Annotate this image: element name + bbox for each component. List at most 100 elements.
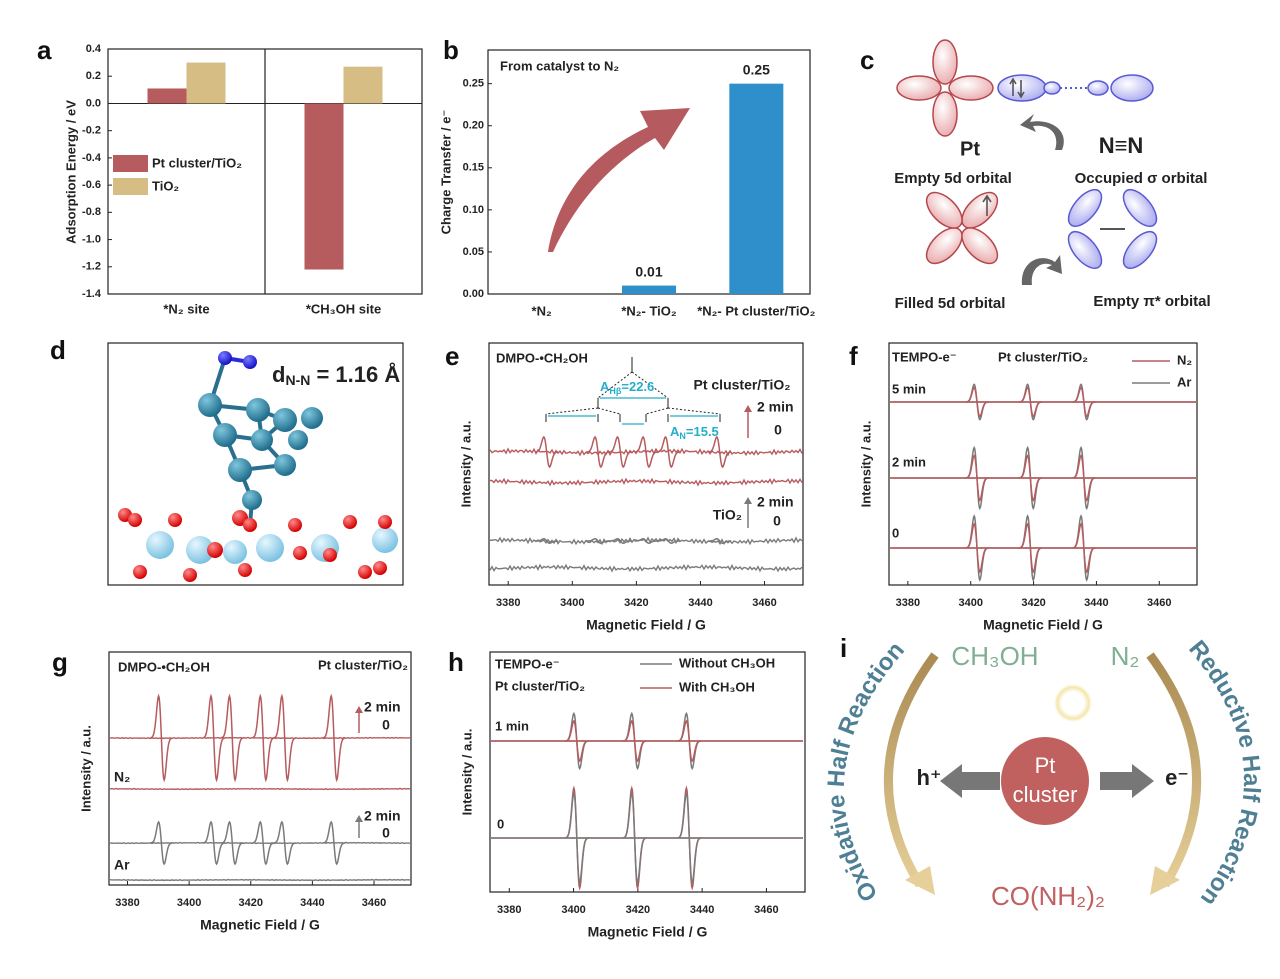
y-tick-label: -0.4 <box>82 152 102 164</box>
spectrum-peak <box>221 693 244 783</box>
orbital-label: Filled 5d orbital <box>895 295 1006 312</box>
x-tick-label: 3460 <box>754 904 778 916</box>
spectrum-peak <box>623 719 647 763</box>
x-tick-label: 3420 <box>1021 597 1045 609</box>
spectrum-peak <box>586 537 610 545</box>
chart-subtitle: Pt cluster/TiO₂ <box>495 678 585 693</box>
spectrum-peak <box>1019 522 1042 574</box>
x-tick-label: 3400 <box>958 597 982 609</box>
time-label: 2 min <box>757 399 794 415</box>
spectrum-peak <box>677 719 701 763</box>
y-tick-label: -0.2 <box>82 125 101 137</box>
spectrum-peak <box>251 820 275 866</box>
group-label: N₂ <box>114 769 130 785</box>
x-tick-label: 3400 <box>561 904 585 916</box>
hyperfine-label: AN=15.5 <box>670 424 719 441</box>
panel-letter: a <box>37 35 52 65</box>
x-tick-label: 3380 <box>115 897 139 909</box>
plot-frame <box>888 342 1198 586</box>
x-tick-label: 3440 <box>300 897 324 909</box>
n-atoms <box>218 351 257 369</box>
time-label: 0 <box>773 513 781 529</box>
bond-value: = 1.16 Å <box>310 361 400 387</box>
x-tick-label: 3440 <box>688 597 712 609</box>
chart-title: TEMPO-e⁻ <box>495 656 560 671</box>
spectrum-peak <box>634 435 658 469</box>
hole-arrow <box>940 764 1000 798</box>
curved-arrow <box>1020 114 1064 150</box>
reductive-arc <box>1146 652 1202 888</box>
spectrum-peak <box>608 435 632 469</box>
x-tick-label: *N₂ site <box>163 301 209 316</box>
spectrum-peak <box>202 693 226 783</box>
legend-label: With CH₃OH <box>679 679 755 694</box>
bar <box>186 62 226 104</box>
x-tick-label: 3380 <box>896 597 920 609</box>
arrow-head <box>905 866 935 895</box>
bar <box>343 66 383 104</box>
spectrum-peak <box>1072 386 1096 418</box>
group-arrow-head <box>355 706 363 713</box>
time-label: 2 min <box>757 494 794 510</box>
x-tick-label: *N₂- TiO₂ <box>621 303 677 318</box>
spectrum-peak <box>965 522 989 574</box>
chart-subtitle: Pt cluster/TiO₂ <box>998 349 1088 364</box>
x-tick-label: 3460 <box>362 897 386 909</box>
spectrum-peak <box>273 820 296 866</box>
plot-frame <box>488 342 804 586</box>
spectrum-peak <box>322 820 346 866</box>
panel-letter: i <box>840 633 847 663</box>
annotation: From catalyst to N₂ <box>500 58 619 73</box>
chart-title: DMPO-•CH₂OH <box>496 350 588 365</box>
group-label: 0 <box>497 816 504 831</box>
spectrum-peak <box>708 537 732 545</box>
legend-label: Pt cluster/TiO₂ <box>152 155 242 170</box>
x-tick-label: 3440 <box>1084 597 1108 609</box>
curved-arrow <box>1021 255 1062 285</box>
panel-letter: d <box>50 335 66 365</box>
plot-frame <box>489 651 806 893</box>
time-label: 0 <box>382 825 390 841</box>
electron-arrow <box>1100 764 1154 798</box>
y-axis-label: Intensity / a.u. <box>858 421 873 508</box>
panel-letter: g <box>52 647 68 677</box>
spectrum-baseline <box>109 736 411 740</box>
chart-subtitle: Pt cluster/TiO₂ <box>318 657 408 672</box>
y-tick-label: 0.4 <box>86 43 102 55</box>
product: CO(NH₂)₂ <box>991 881 1105 911</box>
orbital-label: Empty 5d orbital <box>894 170 1012 187</box>
bond-length: dN-N = 1.16 Å <box>272 361 400 388</box>
reactant: CH₃OH <box>951 641 1038 671</box>
time-label: 2 min <box>364 808 401 824</box>
group-label: 2 min <box>892 454 926 469</box>
legend-label: Without CH₃OH <box>679 655 775 670</box>
bond-subscript: N-N <box>285 372 310 388</box>
hole-label: h⁺ <box>916 765 941 790</box>
chart-title: DMPO-•CH₂OH <box>118 659 210 674</box>
ti-atoms <box>146 527 398 564</box>
pi-orbital <box>1067 188 1158 270</box>
orbital-label: Occupied σ orbital <box>1075 170 1208 187</box>
x-tick-label: 3420 <box>239 897 263 909</box>
x-axis-label: Magnetic Field / G <box>983 617 1103 633</box>
orbital-label: Empty π* orbital <box>1093 293 1210 310</box>
bar <box>304 103 344 270</box>
spectrum-peak <box>535 537 559 545</box>
group-label: Pt cluster/TiO₂ <box>694 377 791 393</box>
y-tick-label: 0.15 <box>463 162 484 174</box>
bar <box>147 88 187 104</box>
spectrum-peak <box>656 537 680 545</box>
bar <box>729 83 784 294</box>
spectrum-peak <box>622 790 647 886</box>
spectrum-peak <box>251 693 275 783</box>
oxidative-arc <box>883 652 939 888</box>
spectrum-peak <box>565 719 589 763</box>
hyperfine-subscript: N <box>679 431 686 441</box>
spectrum-peak <box>586 435 610 469</box>
legend-swatch <box>113 155 148 172</box>
spectrum-peak <box>535 435 559 469</box>
hyperfine-subscript: Hβ <box>609 386 621 396</box>
y-axis-label: Intensity / a.u. <box>78 725 93 812</box>
transfer-arrow <box>548 108 690 252</box>
